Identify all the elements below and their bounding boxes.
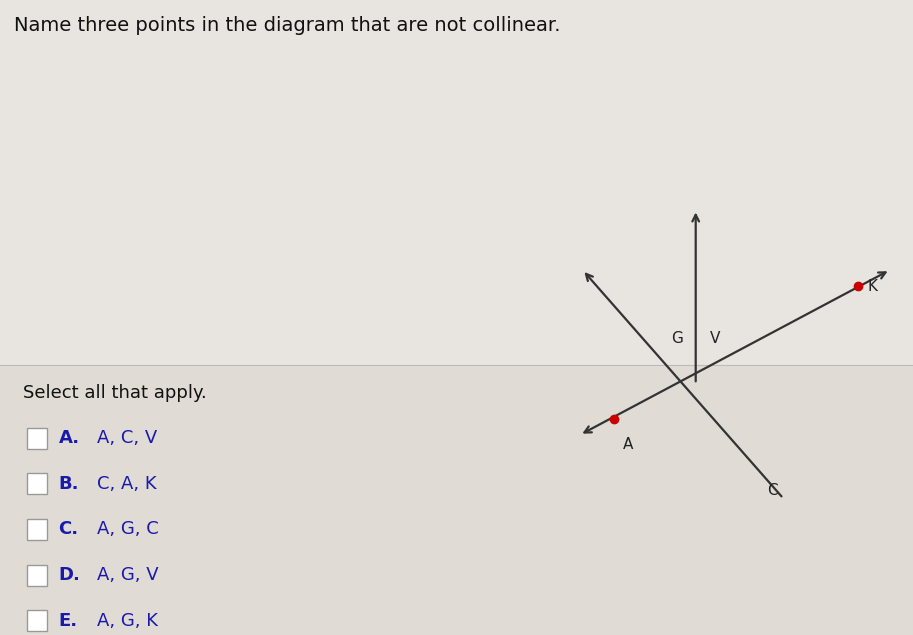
- Text: G: G: [671, 331, 683, 346]
- Text: E.: E.: [58, 612, 78, 630]
- Text: V: V: [710, 331, 720, 346]
- Bar: [27, 565, 47, 585]
- Bar: [0, 365, 913, 635]
- Text: D.: D.: [58, 566, 80, 584]
- Text: C.: C.: [58, 521, 79, 538]
- Text: A, C, V: A, C, V: [97, 429, 157, 447]
- Text: C: C: [767, 483, 778, 498]
- Text: C, A, K: C, A, K: [97, 475, 156, 493]
- Bar: [27, 610, 47, 631]
- Text: A, G, V: A, G, V: [97, 566, 158, 584]
- Text: A.: A.: [58, 429, 79, 447]
- Bar: [27, 473, 47, 494]
- Text: A, G, K: A, G, K: [97, 612, 158, 630]
- Text: B.: B.: [58, 475, 79, 493]
- Bar: [27, 427, 47, 448]
- Text: A, G, C: A, G, C: [97, 521, 159, 538]
- Text: Select all that apply.: Select all that apply.: [23, 384, 206, 402]
- Text: K: K: [867, 279, 877, 294]
- Text: A: A: [623, 437, 633, 452]
- Text: Name three points in the diagram that are not collinear.: Name three points in the diagram that ar…: [14, 16, 561, 35]
- Bar: [27, 519, 47, 540]
